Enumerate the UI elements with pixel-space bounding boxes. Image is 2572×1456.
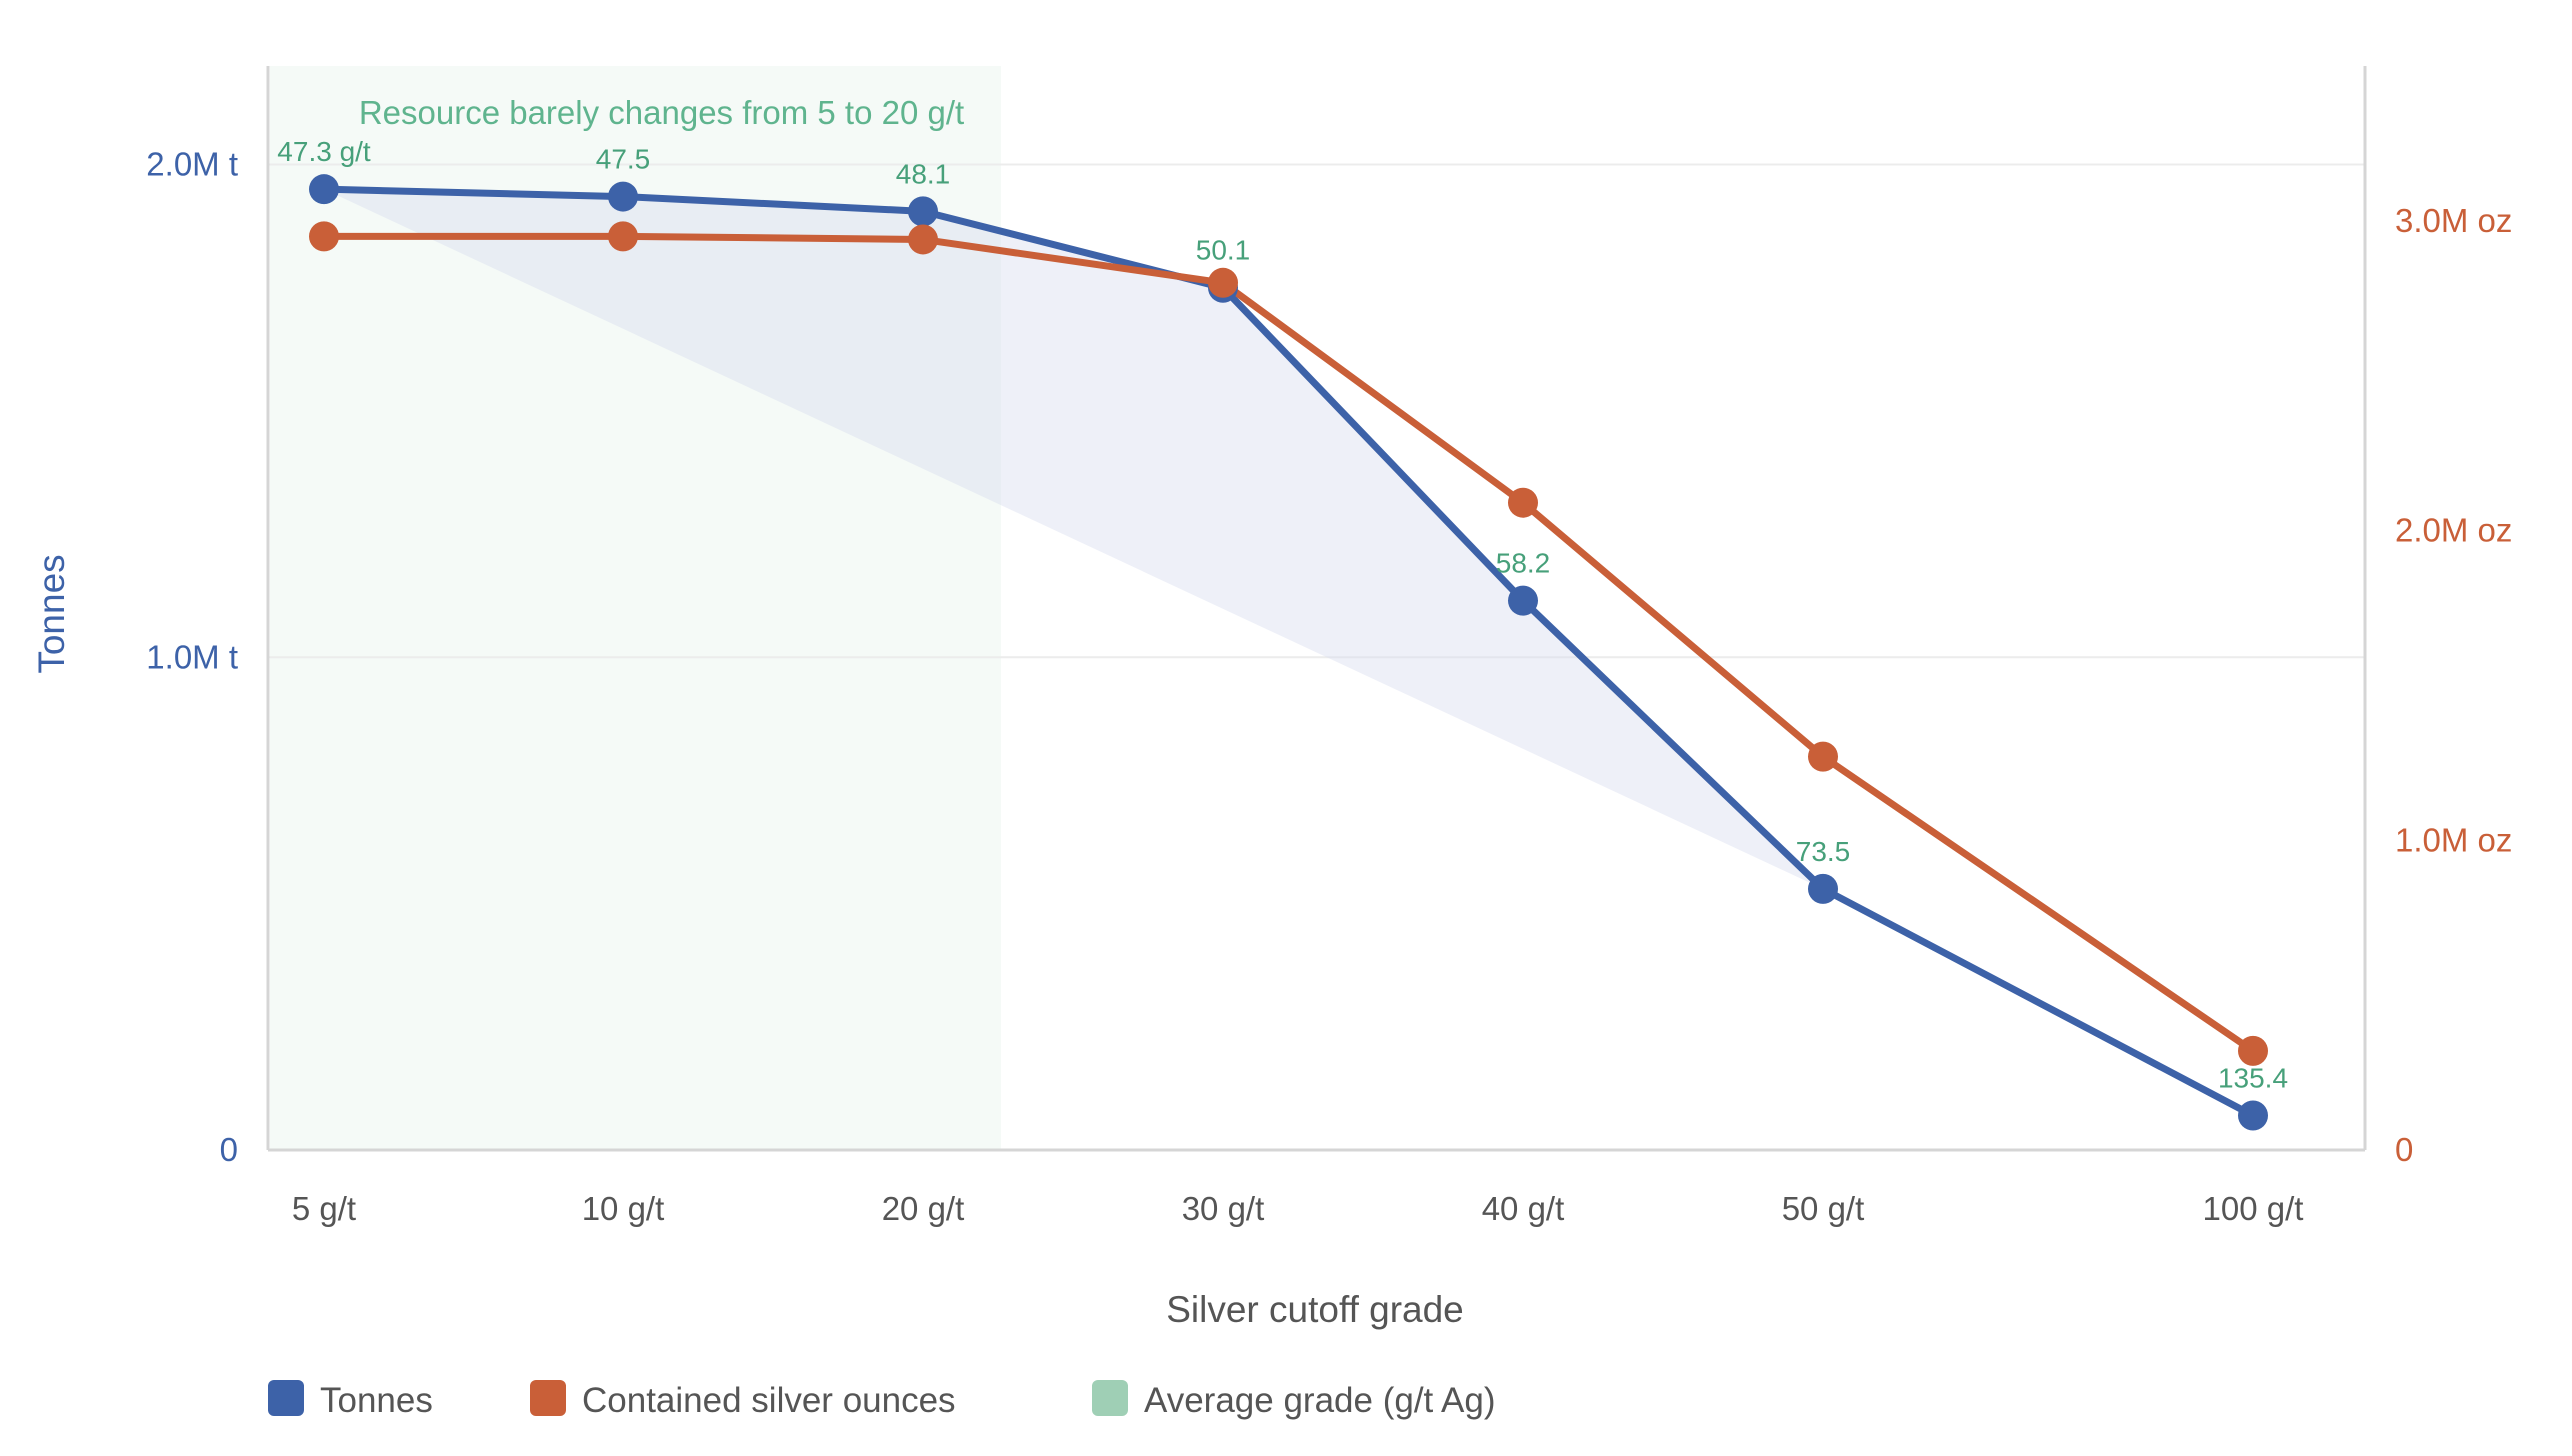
data-point-0	[309, 174, 339, 205]
grade-data-label: 73.5	[1796, 836, 1851, 867]
annotation-text: Resource barely changes from 5 to 20 g/t	[359, 94, 964, 131]
y-right-tick-label: 1.0M oz	[2395, 821, 2512, 858]
grade-data-label: 47.5	[596, 144, 651, 175]
legend-label-1: Contained silver ounces	[582, 1381, 956, 1420]
grade-data-label: 50.1	[1196, 235, 1251, 266]
grade-data-label: 58.2	[1496, 548, 1551, 579]
x-tick-label: 50 g/t	[1782, 1190, 1865, 1227]
data-point-1	[309, 221, 339, 252]
legend-label-2: Average grade (g/t Ag)	[1144, 1381, 1496, 1420]
x-tick-label: 40 g/t	[1482, 1190, 1565, 1227]
x-tick-label: 30 g/t	[1182, 1190, 1265, 1227]
y-right-tick-label: 0	[2395, 1131, 2413, 1168]
legend-swatch-2	[1092, 1380, 1128, 1416]
y-right-tick-label: 3.0M oz	[2395, 202, 2512, 239]
x-tick-label: 5 g/t	[292, 1190, 356, 1227]
tonnage-drop-area	[324, 189, 1823, 889]
data-point-1	[1208, 267, 1238, 298]
y-axis-left-title: Tonnes	[31, 554, 72, 673]
data-point-0	[1808, 873, 1838, 904]
legend-label-0: Tonnes	[320, 1381, 433, 1420]
data-point-1	[2238, 1035, 2268, 1066]
legend-swatch-1	[530, 1380, 566, 1416]
x-axis-title: Silver cutoff grade	[1166, 1289, 1464, 1330]
grade-data-label: 47.3 g/t	[277, 136, 371, 167]
data-point-0	[608, 181, 638, 212]
grade-data-label: 48.1	[896, 158, 951, 189]
data-point-1	[1508, 487, 1538, 518]
y-left-tick-label: 2.0M t	[146, 146, 238, 183]
x-tick-label: 20 g/t	[882, 1190, 965, 1227]
data-point-0	[1508, 585, 1538, 616]
y-left-tick-label: 1.0M t	[146, 638, 238, 675]
y-right-tick-label: 2.0M oz	[2395, 512, 2512, 549]
legend-swatch-0	[268, 1380, 304, 1416]
data-point-0	[2238, 1100, 2268, 1131]
data-point-0	[908, 196, 938, 227]
y-left-tick-label: 0	[220, 1131, 238, 1168]
grade-data-label: 135.4	[2218, 1063, 2288, 1094]
data-point-1	[608, 221, 638, 252]
x-tick-label: 10 g/t	[582, 1190, 665, 1227]
highlight-band	[270, 66, 1001, 1150]
x-tick-label: 100 g/t	[2203, 1190, 2304, 1227]
data-point-1	[908, 224, 938, 255]
data-point-1	[1808, 741, 1838, 772]
